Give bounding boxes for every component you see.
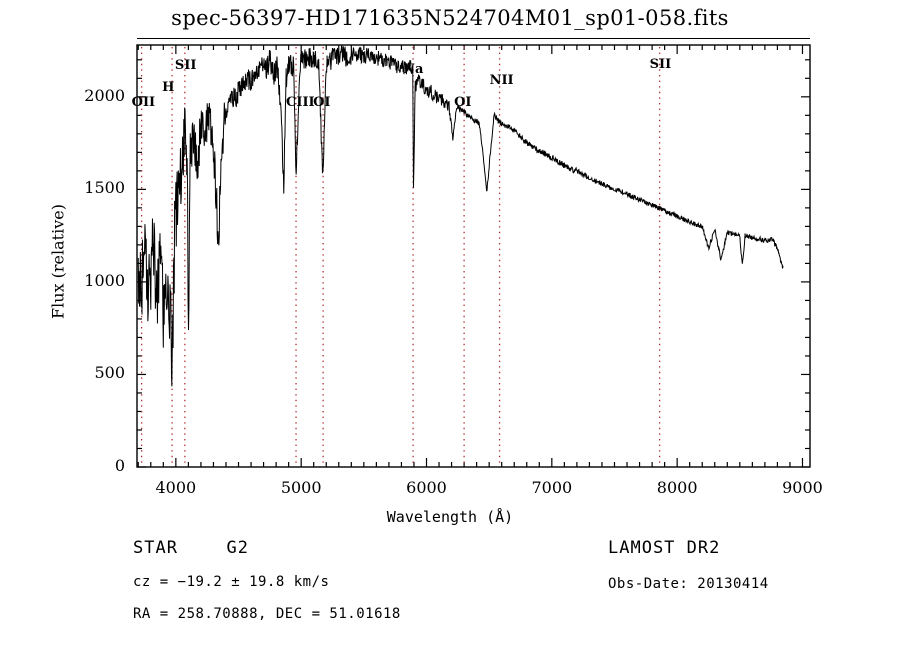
footer-spectral-class: G2 — [226, 538, 249, 558]
page-title: spec-56397-HD171635N524704M01_sp01-058.f… — [171, 6, 729, 30]
footer-coordinates: RA = 258.70888, DEC = 51.01618 — [133, 606, 401, 622]
spectral-line-label: H — [162, 80, 175, 95]
spectral-line-label: SII — [649, 57, 672, 72]
footer-obs-date: Obs-Date: 20130414 — [608, 576, 769, 592]
spectral-line-label: SII — [174, 58, 197, 73]
x-tick-label: 6000 — [406, 478, 447, 497]
footer-survey: LAMOST DR2 — [608, 538, 721, 558]
spectral-line-label: NII — [489, 73, 514, 88]
x-tick-label: 7000 — [531, 478, 573, 497]
spectral-line-label: OII — [131, 95, 156, 110]
y-tick-label: 1500 — [84, 178, 125, 198]
y-tick-label: 1000 — [84, 270, 125, 290]
footer-cz: cz = −19.2 ± 19.8 km/s — [133, 574, 330, 590]
y-tick-label: 0 — [114, 456, 125, 475]
spectral-line-label: Na — [403, 62, 424, 77]
spectral-line-label: OI — [313, 95, 331, 110]
y-tick-label: 500 — [94, 363, 125, 383]
title-underline — [137, 38, 810, 39]
y-tick-label: 2000 — [84, 85, 125, 105]
spectral-line-label: CIII — [286, 95, 315, 110]
spectral-line-label: OI — [454, 95, 472, 110]
footer-star-label: STAR — [133, 538, 178, 558]
x-tick-label: 8000 — [656, 478, 698, 497]
x-tick-label: 5000 — [280, 478, 322, 497]
x-tick-label: 9000 — [782, 478, 823, 497]
footer-object-type: STAR G2 — [133, 538, 249, 558]
x-axis-label: Wavelength (Å) — [386, 508, 514, 526]
x-tick-label: 4000 — [155, 478, 197, 497]
